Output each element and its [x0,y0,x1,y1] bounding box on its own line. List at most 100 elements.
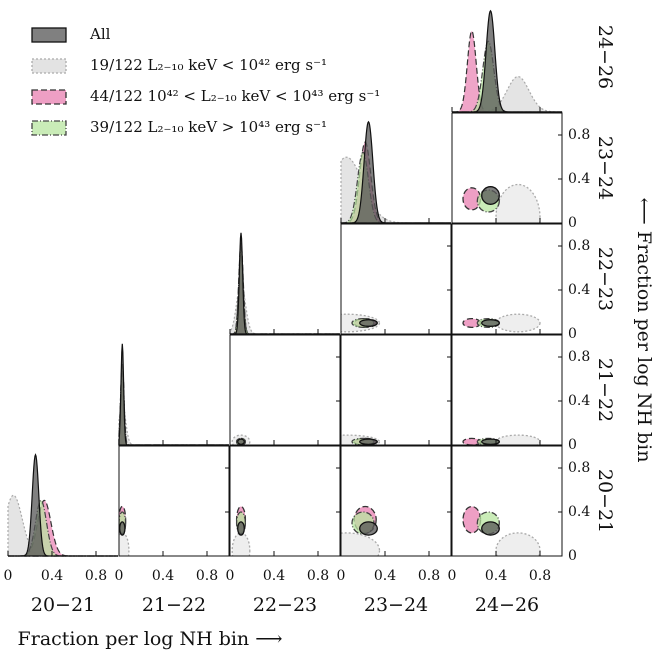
contour [237,521,245,536]
contour [495,313,541,333]
contours [341,434,381,445]
density-curve [229,282,340,335]
x-axis-label: Fraction per log NH bin ⟶ [18,628,283,650]
column-label: 20−21 [31,594,95,616]
panel-frame [340,334,452,446]
x-tick-label: 0.8 [307,568,329,584]
panel [340,120,451,224]
contour [359,319,378,327]
y-tick-label: 0 [568,215,577,231]
contour [237,438,245,445]
column-label: 21−22 [142,594,206,616]
legend-swatch [31,58,67,74]
panel-frame [451,445,563,557]
density-curve [7,494,118,557]
panel-frame [340,445,452,557]
row-label: 20−21 [594,469,616,533]
y-tick-label: 0.4 [568,282,590,298]
density-curve [118,363,229,446]
x-tick-label: 0 [4,568,13,584]
panel: 0 0.4 0.8 0 0.4 0.8 [448,445,590,584]
panel [451,9,563,113]
y-tick-label: 0 [568,548,577,564]
contours [231,505,251,556]
contour [495,532,541,556]
contour [481,186,500,205]
y-tick-label: 0.4 [568,504,590,520]
row-label: 23−24 [594,136,616,200]
panel: 0 0.4 0.8 [451,223,590,342]
contour [481,438,500,445]
x-tick-label: 0.8 [529,568,551,584]
contour [231,532,251,556]
column-label: 23−24 [364,594,428,616]
legend-swatch [31,89,67,105]
contours [462,313,541,333]
x-tick-label: 0 [448,568,457,584]
legend-label: 19/122 L₂₋₁₀ keV < 10⁴² erg s⁻¹ [90,56,327,74]
x-tick-label: 0 [115,568,124,584]
y-tick-label: 0.4 [568,393,590,409]
x-tick-label: 0 [337,568,346,584]
column-label: 24−26 [475,594,539,616]
contour [119,521,126,536]
panel: 0 0.4 0.8 [337,445,452,584]
column-label: 22−23 [253,594,317,616]
panel-frame [451,112,563,224]
x-tick-label: 0 [226,568,235,584]
contour [481,521,500,536]
panel-frame [118,445,230,557]
y-tick-label: 0.8 [568,460,590,476]
y-axis-label: ⟵ Fraction per log NH bin [633,198,655,463]
legend-label: All [89,25,111,43]
contour [495,183,541,223]
density-curve [340,151,451,224]
legend-label: 39/122 L₂₋₁₀ keV > 10⁴³ erg s⁻¹ [90,118,327,136]
y-tick-label: 0 [568,326,577,342]
x-tick-label: 0.4 [152,568,174,584]
contours [341,313,381,333]
panel: 0 0.4 0.8 [451,112,590,231]
legend-swatch [31,27,67,43]
panel [118,343,229,446]
density-curve [118,343,229,446]
panel-frame [451,223,563,335]
contour [341,532,381,556]
x-tick-label: 0.8 [196,568,218,584]
x-tick-label: 0.4 [263,568,285,584]
contours [231,434,251,445]
contour [119,532,130,556]
y-tick-label: 0.8 [568,349,590,365]
panel: 0 0.4 0.8 [4,453,118,584]
density-curve [118,363,229,446]
x-tick-label: 0.8 [418,568,440,584]
panel-frame [229,445,341,557]
contour [359,521,378,536]
legend-swatch [31,120,67,136]
y-tick-label: 0 [568,437,577,453]
y-tick-label: 0.4 [568,171,590,187]
row-label: 22−23 [594,247,616,311]
legend-label: 44/122 10⁴² < L₂₋₁₀ keV < 10⁴³ erg s⁻¹ [90,87,380,105]
panel [340,334,452,446]
panel: 0 0.4 0.8 [226,445,341,584]
panel [229,334,341,446]
x-tick-label: 0.4 [485,568,507,584]
x-tick-label: 0.8 [85,568,107,584]
density-curve [118,403,229,446]
contours [462,183,541,223]
panel: 0 0.4 0.8 [115,445,230,584]
panel [229,232,340,335]
x-tick-label: 0.4 [41,568,63,584]
panel-frame [229,334,341,446]
x-tick-label: 0.4 [374,568,396,584]
row-label: 24−26 [594,25,616,89]
contour [481,319,500,327]
row-label: 21−22 [594,358,616,422]
contours [119,505,130,556]
contour [359,438,378,445]
contours [341,505,381,556]
panel-frame [451,334,563,446]
panel-frame [340,223,452,335]
panel [340,223,452,335]
